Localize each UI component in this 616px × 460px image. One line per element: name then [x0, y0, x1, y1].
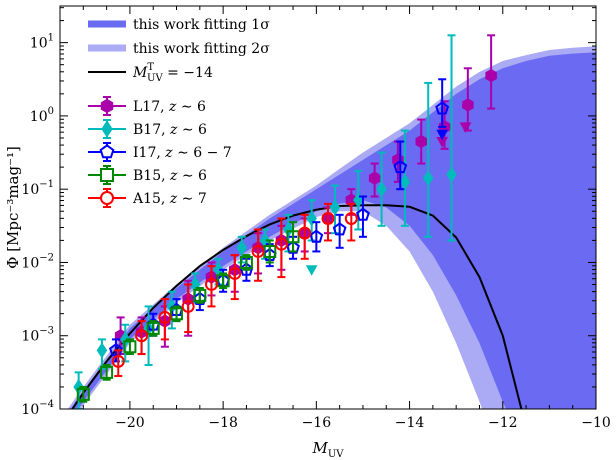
legend: this work fitting 1σ this work fitting 2σ…	[88, 17, 270, 208]
data-point	[376, 181, 387, 198]
x-axis-label: MUV	[311, 439, 344, 460]
data-point	[181, 299, 195, 313]
legend-label: A15, z ∼ 7	[132, 191, 207, 207]
data-point	[96, 342, 108, 359]
upper-limit-marker	[436, 129, 449, 141]
data-points-group	[73, 34, 497, 409]
data-point	[158, 310, 172, 324]
data-point	[228, 266, 242, 280]
data-point	[146, 321, 160, 335]
data-point	[344, 211, 358, 225]
data-point	[123, 340, 137, 354]
legend-marker	[99, 144, 115, 159]
series-3	[76, 221, 300, 403]
y-tick-label: 101	[30, 33, 54, 52]
data-point	[111, 354, 125, 368]
legend-label: B15, z ∼ 6	[133, 168, 207, 184]
x-tick-label: −10	[581, 415, 611, 431]
x-tick-label: −14	[395, 415, 425, 431]
legend-marker	[100, 98, 114, 114]
legend-label: B17, z ∼ 6	[133, 122, 207, 138]
plot-frame	[59, 5, 597, 410]
data-point	[393, 159, 408, 174]
x-tick-label: −16	[302, 415, 332, 431]
x-tick-label: −12	[488, 415, 518, 431]
series-4	[111, 202, 358, 378]
data-point	[135, 329, 149, 343]
legend-label: this work fitting 1σ	[133, 17, 270, 33]
data-point	[399, 173, 411, 190]
y-tick-label: 100	[30, 106, 54, 125]
axes-group: −20 −18 −16 −14 −12 −10 10−4 10−3 10−2 10−1 100 101…	[4, 5, 611, 460]
band-1sigma	[70, 52, 596, 409]
data-point	[392, 153, 404, 167]
data-point	[204, 277, 218, 291]
y-axis-label: Φ [Mpc⁻³mag⁻¹]	[4, 146, 22, 269]
data-point	[446, 166, 457, 183]
y-tick-label: 10−3	[21, 326, 54, 345]
data-point	[251, 244, 265, 258]
data-point	[332, 222, 347, 236]
data-point	[306, 210, 317, 227]
data-point	[462, 98, 474, 112]
data-point	[100, 365, 114, 379]
legend-label: L17, z ∼ 6	[133, 99, 206, 115]
confidence-bands	[67, 46, 596, 409]
data-point	[415, 134, 427, 149]
data-point	[298, 226, 312, 240]
data-point	[309, 229, 324, 243]
data-point	[368, 171, 381, 185]
data-point	[274, 237, 288, 251]
data-point	[286, 230, 300, 244]
data-point	[193, 288, 207, 302]
data-point	[76, 387, 90, 401]
legend-label-model-curve: MT UV = −14	[132, 62, 213, 84]
data-point	[485, 69, 497, 83]
data-point	[236, 239, 248, 256]
legend-marker	[101, 120, 113, 138]
data-point	[286, 240, 300, 254]
y-tick-label: 10−2	[21, 252, 54, 271]
legend-label: this work fitting 2σ	[133, 41, 270, 57]
legend-marker	[100, 168, 114, 182]
upper-limit-marker	[459, 122, 472, 133]
x-tick-label: −20	[115, 415, 145, 431]
legend-marker	[100, 191, 114, 205]
upper-limit-marker	[305, 265, 318, 276]
data-point	[356, 207, 370, 221]
x-tick-label: −18	[208, 415, 238, 431]
data-point	[321, 211, 335, 225]
legend-label: I17, z ∼ 6 − 7	[133, 145, 232, 161]
y-tick-label: 10−4	[21, 399, 54, 418]
data-point	[239, 255, 253, 269]
y-tick-label: 10−1	[21, 179, 54, 198]
data-point	[435, 101, 450, 115]
data-point	[329, 199, 341, 216]
data-point	[353, 192, 364, 209]
data-point	[422, 170, 434, 187]
